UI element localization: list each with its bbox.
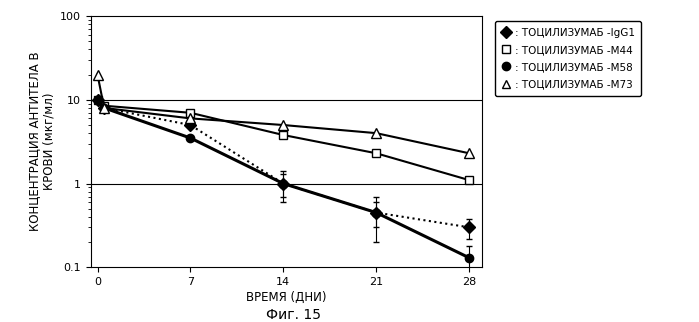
X-axis label: ВРЕМЯ (ДНИ): ВРЕМЯ (ДНИ) — [246, 291, 327, 304]
Text: Фиг. 15: Фиг. 15 — [266, 308, 321, 322]
Legend: : ТОЦИЛИЗУМАБ -IgG1, : ТОЦИЛИЗУМАБ -М44, : ТОЦИЛИЗУМАБ -М58, : ТОЦИЛИЗУМАБ -М73: : ТОЦИЛИЗУМАБ -IgG1, : ТОЦИЛИЗУМАБ -М44,… — [496, 21, 642, 96]
Y-axis label: КОНЦЕНТРАЦИЯ АНТИТЕЛА В
КРОВИ (мкг/мл): КОНЦЕНТРАЦИЯ АНТИТЕЛА В КРОВИ (мкг/мл) — [28, 52, 56, 232]
